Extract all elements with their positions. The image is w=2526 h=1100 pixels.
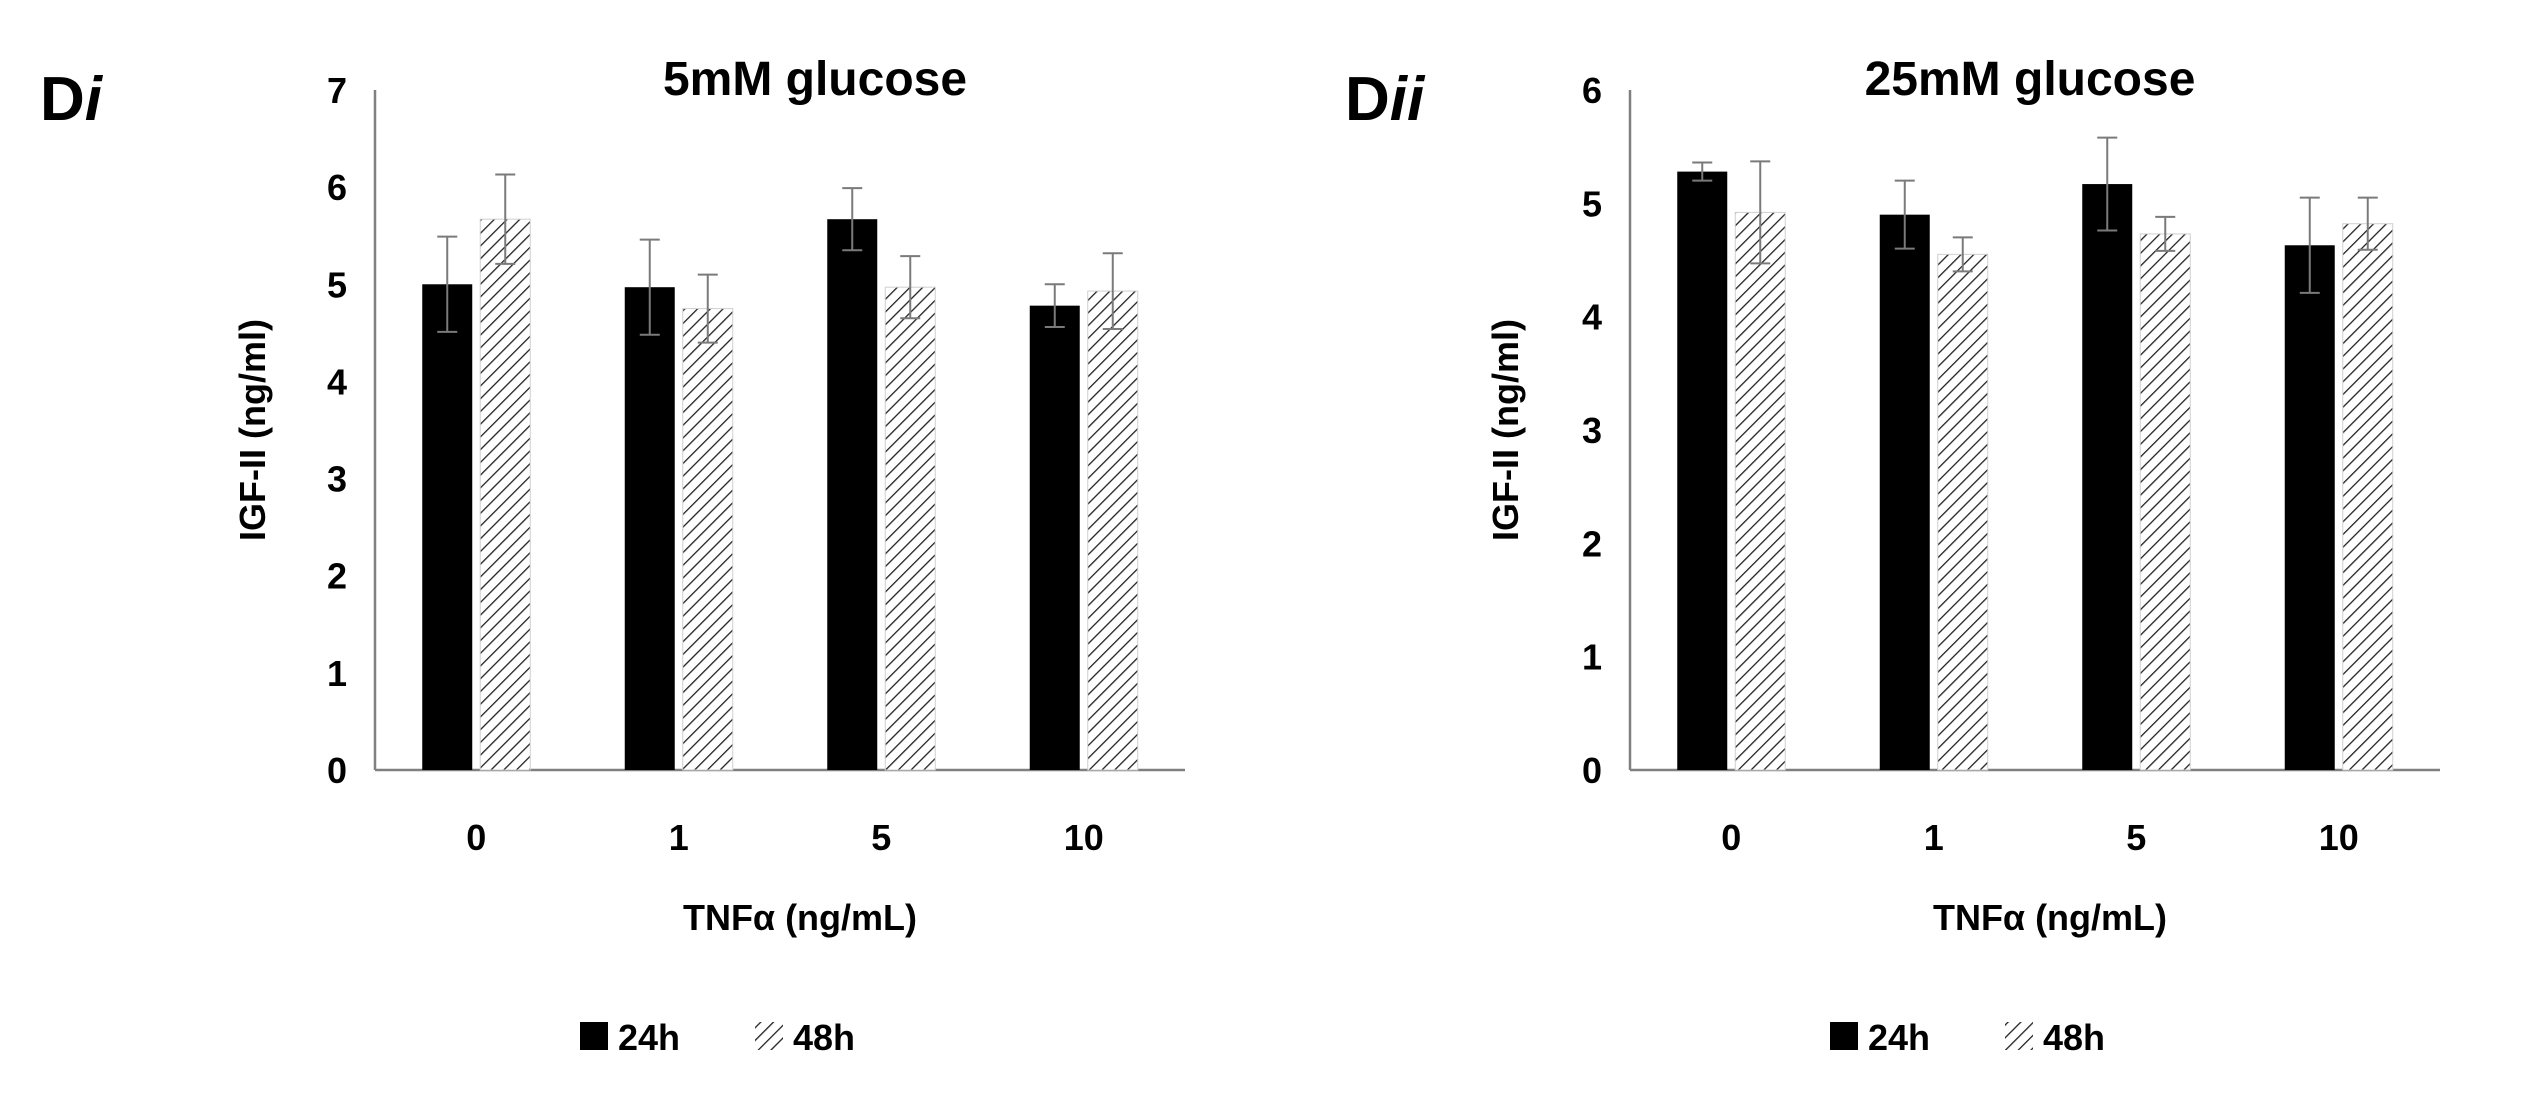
x-tick-label: 5: [871, 817, 891, 858]
y-tick-label: 2: [1582, 523, 1602, 564]
chart-title: 25mM glucose: [1865, 53, 2196, 106]
y-tick-label: 4: [327, 361, 347, 402]
bar-24h-0: [422, 284, 473, 770]
x-tick-label: 5: [2126, 817, 2146, 858]
chart-panel-i: Di 5mM glucose 0 1 2 3 4 5 6 7 IGF-II (ng/ml) 0 1 5 10…: [40, 53, 1185, 1058]
legend-label-48h: 48h: [793, 1017, 855, 1058]
bar-48h-1: [1937, 253, 1989, 771]
y-tick-label: 0: [1582, 750, 1602, 791]
bar-48h-5: [2139, 233, 2191, 771]
legend-swatch-48h: [755, 1022, 783, 1050]
y-axis-label: IGF-II (ng/ml): [232, 319, 273, 541]
panel-label-letter: D: [1345, 65, 1390, 134]
bar-24h-0: [1677, 171, 1728, 771]
bar-48h-10: [2342, 223, 2394, 771]
y-tick-label: 6: [327, 167, 347, 208]
chart-title: 5mM glucose: [663, 53, 967, 106]
legend-label-24h: 24h: [1868, 1017, 1930, 1058]
panel-label: Di: [40, 65, 104, 134]
legend-swatch-24h: [1830, 1022, 1858, 1050]
legend-label-48h: 48h: [2043, 1017, 2105, 1058]
y-tick-label: 3: [327, 459, 347, 500]
y-tick-label: 6: [1582, 70, 1602, 111]
y-tick-label: 1: [1582, 637, 1602, 678]
legend-swatch-48h: [2005, 1022, 2033, 1050]
legend-label-24h: 24h: [618, 1017, 680, 1058]
bar-48h-0: [1734, 211, 1786, 771]
x-tick-label: 1: [669, 817, 689, 858]
y-tick-label: 3: [1582, 410, 1602, 451]
y-axis-label: IGF-II (ng/ml): [1485, 319, 1526, 541]
bar-48h-0: [479, 218, 531, 771]
x-axis-label: TNFα (ng/mL): [683, 897, 917, 938]
y-tick-label: 1: [327, 653, 347, 694]
y-tick-label: 5: [327, 264, 347, 305]
bar-24h-10: [2284, 245, 2335, 770]
bar-48h-1: [682, 308, 734, 771]
x-tick-label: 10: [2319, 817, 2359, 858]
y-tick-label: 7: [327, 70, 347, 111]
panel-label: Dii: [1345, 65, 1426, 134]
legend-swatch-24h: [580, 1022, 608, 1050]
x-tick-label: 0: [1721, 817, 1741, 858]
x-tick-label: 0: [466, 817, 486, 858]
y-tick-label: 5: [1582, 183, 1602, 224]
bar-48h-5: [884, 286, 936, 771]
legend: 24h 48h: [1830, 1017, 2105, 1058]
y-tick-label: 2: [327, 556, 347, 597]
bar-48h-10: [1087, 290, 1139, 771]
x-axis-label: TNFα (ng/mL): [1933, 897, 2167, 938]
x-tick-label: 1: [1924, 817, 1944, 858]
y-tick-label: 4: [1582, 297, 1602, 338]
bar-24h-5: [2082, 184, 2133, 771]
bar-24h-5: [827, 219, 878, 770]
panel-label-suffix: ii: [1390, 65, 1426, 134]
y-tick-label: 0: [327, 750, 347, 791]
bar-24h-1: [624, 287, 675, 770]
panel-label-suffix: i: [85, 65, 104, 134]
bar-24h-10: [1029, 305, 1080, 770]
legend: 24h 48h: [580, 1017, 855, 1058]
panel-label-letter: D: [40, 65, 85, 134]
x-tick-label: 10: [1064, 817, 1104, 858]
chart-panel-ii: Dii 25mM glucose 0 1 2 3 4 5 6 IGF-II (ng/ml) 0 1 5 1…: [1345, 53, 2440, 1058]
bar-24h-1: [1879, 214, 1930, 770]
